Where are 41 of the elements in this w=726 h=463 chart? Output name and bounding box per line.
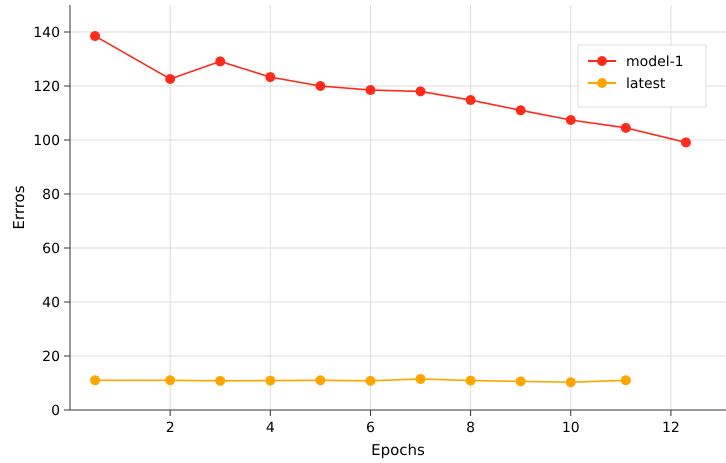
point (516, 105, 526, 116)
point (466, 95, 476, 106)
x-tick-label: 4 (266, 420, 275, 436)
y-tick-label: 40 (42, 295, 60, 311)
x-tick-label: 8 (466, 420, 476, 436)
y-tick-label: 20 (42, 349, 60, 365)
y-tick-label: 140 (33, 25, 60, 41)
point (566, 115, 576, 126)
point (315, 81, 326, 91)
x-axis-title: Epochs (371, 441, 426, 459)
point (416, 374, 426, 384)
point (365, 85, 376, 96)
point (90, 31, 100, 42)
legend-label: model-1 (626, 54, 684, 70)
y-tick-label: 0 (51, 403, 60, 419)
x-tick-label: 10 (562, 420, 580, 436)
point (466, 376, 476, 386)
y-axis-title: Errros (10, 185, 28, 230)
point (215, 56, 226, 66)
x-tick-label: 12 (662, 420, 680, 436)
point (365, 376, 376, 386)
point (90, 375, 100, 386)
y-tick-label: 100 (33, 133, 60, 149)
y-tick-label: 60 (42, 241, 60, 257)
point (215, 376, 226, 386)
point (516, 376, 526, 386)
point (416, 86, 426, 96)
point (680, 137, 691, 148)
x-tick-label: 2 (166, 420, 175, 436)
x-tick-label: 6 (366, 420, 375, 436)
y-tick-label: 80 (42, 187, 60, 203)
point (315, 375, 326, 386)
point (265, 72, 276, 82)
point (566, 377, 576, 388)
point (165, 74, 176, 84)
point (620, 122, 631, 133)
point (265, 376, 276, 386)
point (165, 375, 176, 386)
point (620, 375, 631, 386)
y-tick-label: 120 (33, 79, 60, 95)
legend-label: latest (626, 76, 666, 92)
